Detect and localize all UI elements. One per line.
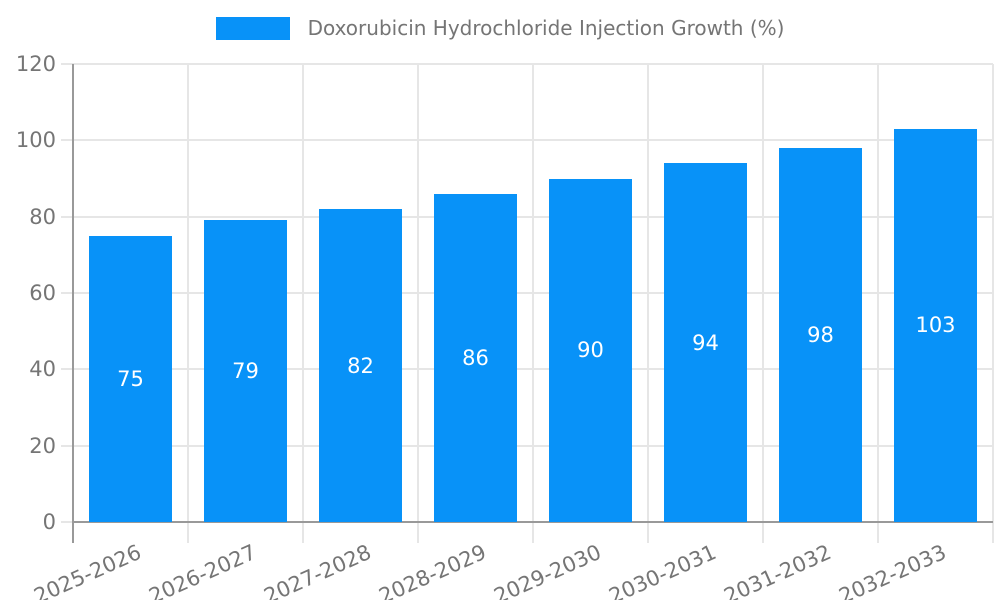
y-gridline [61, 63, 993, 65]
bar[interactable]: 98 [779, 147, 862, 522]
bar-value-label: 79 [232, 359, 259, 384]
legend-swatch [215, 16, 290, 40]
x-gridline [992, 64, 994, 543]
bar[interactable]: 79 [204, 220, 287, 522]
y-gridline [61, 292, 993, 294]
bar[interactable]: 94 [664, 163, 747, 522]
bar-value-label: 82 [347, 353, 374, 378]
y-gridline [61, 368, 993, 371]
x-gridline [187, 64, 189, 543]
bar[interactable]: 90 [549, 178, 632, 522]
y-gridline [61, 215, 993, 218]
y-gridline [61, 444, 993, 447]
x-gridline [877, 64, 879, 543]
x-gridline [532, 64, 534, 543]
x-axis-tick-label: 2025-2026 [29, 540, 145, 600]
x-gridline [762, 64, 764, 543]
x-axis-line [73, 521, 993, 523]
y-axis-tick-label: 100 [15, 128, 56, 153]
y-axis-line [72, 64, 74, 543]
x-gridline [302, 64, 304, 543]
x-gridline [417, 64, 419, 543]
y-axis-tick-label: 0 [42, 510, 56, 534]
bar[interactable]: 103 [894, 128, 977, 522]
y-axis-tick-label: 80 [29, 204, 56, 229]
y-axis-tick-label: 40 [29, 357, 56, 382]
bar[interactable]: 86 [434, 193, 517, 522]
bar-value-label: 94 [692, 330, 719, 355]
bar-value-label: 75 [117, 366, 144, 391]
bar-value-label: 86 [462, 345, 489, 370]
bar-value-label: 90 [577, 338, 604, 363]
legend-label: Doxorubicin Hydrochloride Injection Grow… [307, 16, 785, 40]
y-gridline [61, 139, 993, 142]
y-axis-tick-label: 120 [15, 52, 56, 76]
bar[interactable]: 82 [319, 209, 402, 522]
y-axis-tick-label: 20 [29, 433, 56, 458]
x-gridline [647, 64, 649, 543]
y-axis-tick-label: 60 [29, 281, 56, 305]
bar-value-label: 103 [915, 313, 956, 338]
bar[interactable]: 75 [89, 235, 172, 522]
legend[interactable]: Doxorubicin Hydrochloride Injection Grow… [0, 16, 1000, 40]
bar-value-label: 98 [807, 322, 834, 347]
